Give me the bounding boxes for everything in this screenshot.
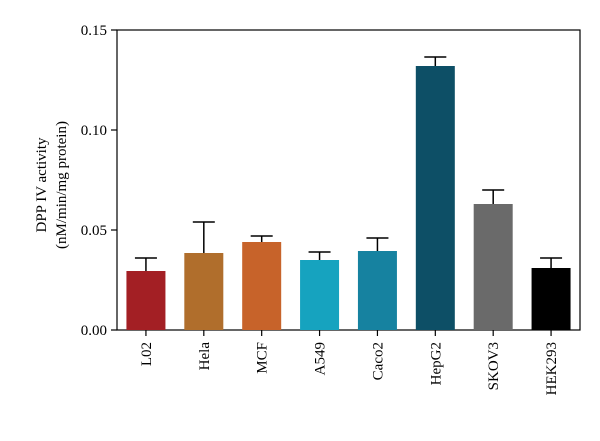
x-tick-label-a549: A549	[313, 342, 329, 375]
bar-a549	[300, 260, 340, 330]
bar-caco2	[357, 251, 397, 330]
bar-l02	[126, 271, 166, 330]
y-axis-title-line-1: DPP IV activity	[34, 137, 50, 233]
y-axis-title: DPP IV activity (nM/min/mg protein)	[34, 121, 70, 249]
x-tick-label-caco2: Caco2	[370, 342, 386, 380]
x-tick-label-hepg2: HepG2	[428, 342, 444, 385]
bar-hela	[184, 253, 224, 330]
bar-mcf	[242, 242, 282, 330]
plot-area: 0.00 0.05 0.10 0.15 L02 Hela MCF A549 Caco2 HepG2…	[81, 23, 581, 395]
x-tick-label-skov3: SKOV3	[486, 342, 502, 390]
y-tick-label: 0.05	[81, 223, 107, 239]
y-tick-label: 0.10	[81, 123, 107, 139]
x-tick-label-hek293: HEK293	[544, 342, 560, 395]
y-tick-label: 0.00	[81, 323, 107, 339]
y-tick-label: 0.15	[81, 23, 107, 39]
bar-hek293	[531, 268, 571, 330]
bar-hepg2	[415, 66, 455, 330]
x-tick-label-l02: L02	[139, 342, 155, 366]
x-tick-label-hela: Hela	[197, 342, 213, 371]
bar-skov3	[473, 204, 513, 330]
x-tick-label-mcf: MCF	[255, 342, 271, 374]
plot-frame	[116, 29, 581, 331]
y-axis-title-line-2: (nM/min/mg protein)	[54, 121, 70, 249]
